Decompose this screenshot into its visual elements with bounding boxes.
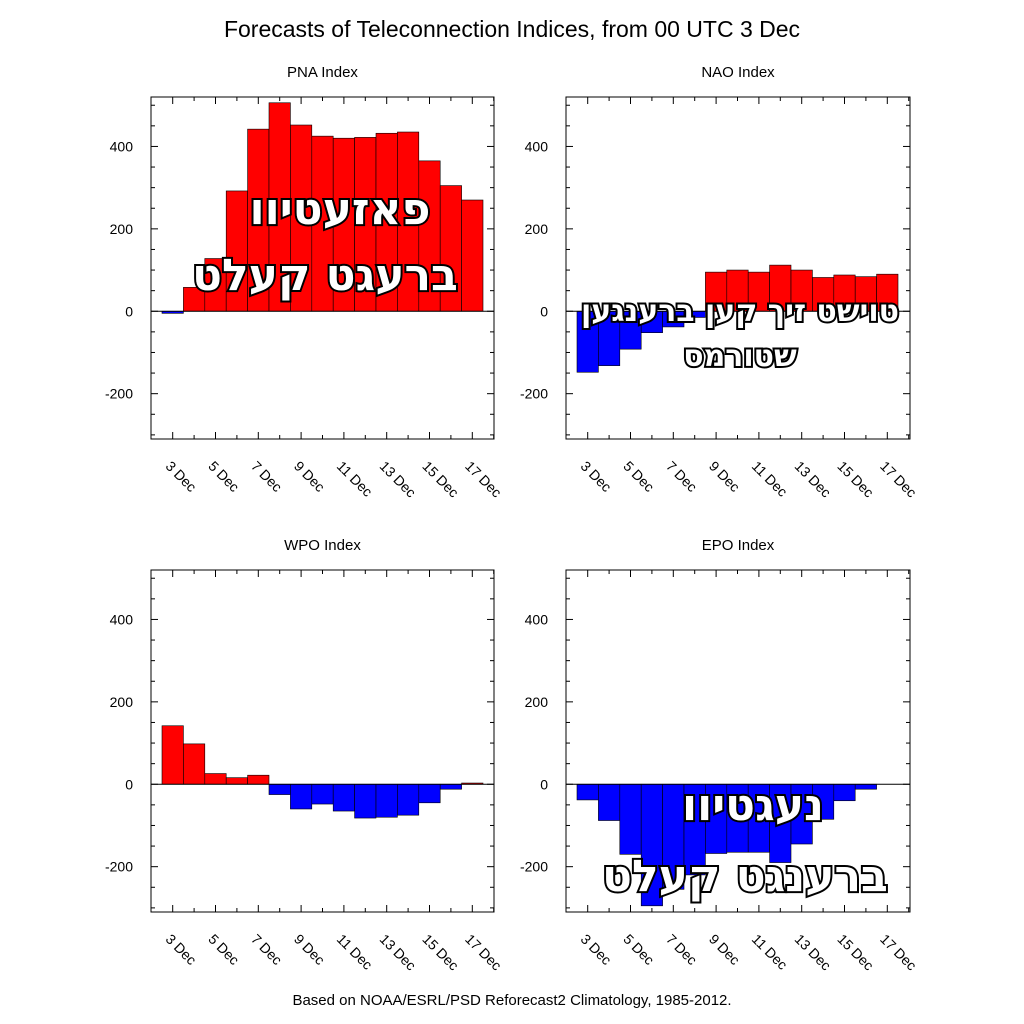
x-tick-label: 3 Dec bbox=[578, 931, 615, 968]
y-tick-label: 200 bbox=[110, 221, 134, 237]
y-tick-label: -200 bbox=[105, 386, 133, 402]
y-tick-label: 0 bbox=[540, 776, 548, 792]
bar bbox=[418, 783, 441, 804]
panel-title: NAO Index bbox=[701, 64, 775, 81]
x-tick-label: 9 Dec bbox=[706, 458, 743, 495]
bar bbox=[311, 783, 334, 805]
bar bbox=[332, 783, 355, 812]
x-tick-label: 7 Dec bbox=[248, 458, 285, 495]
plot-frame bbox=[565, 96, 911, 440]
bar bbox=[461, 199, 484, 312]
x-tick-label: 15 Dec bbox=[419, 931, 462, 974]
bar bbox=[247, 774, 270, 785]
x-tick-label: 3 Dec bbox=[163, 458, 200, 495]
x-tick-label: 13 Dec bbox=[377, 458, 420, 501]
y-tick-label: 0 bbox=[125, 776, 133, 792]
x-tick-label: 7 Dec bbox=[663, 458, 700, 495]
bar bbox=[225, 777, 248, 785]
panel-title: EPO Index bbox=[702, 537, 775, 554]
x-tick-label: 5 Dec bbox=[620, 458, 657, 495]
y-axis: -200 0 200 400 bbox=[105, 577, 494, 909]
x-tick-label: 5 Dec bbox=[205, 458, 242, 495]
y-tick-label: -200 bbox=[105, 859, 133, 875]
x-tick-label: 7 Dec bbox=[663, 931, 700, 968]
y-axis: -200 0 200 400 bbox=[520, 104, 910, 436]
y-tick-label: 200 bbox=[525, 221, 549, 237]
bar bbox=[598, 783, 621, 821]
overlay-caption: ברעגט קעלט bbox=[192, 250, 458, 301]
y-tick-label: -200 bbox=[520, 386, 548, 402]
x-tick-label: 9 Dec bbox=[291, 458, 328, 495]
y-tick-label: 400 bbox=[110, 611, 134, 627]
x-tick-label: 17 Dec bbox=[877, 931, 920, 974]
x-tick-label: 11 Dec bbox=[334, 931, 376, 973]
overlay-caption: פאזעטיוו bbox=[250, 184, 431, 235]
y-tick-label: 400 bbox=[525, 138, 549, 154]
chart-panel-3: WPO Index -200 0 200 400 3 Dec 5 Dec 7 Dec 9 Dec… bbox=[105, 537, 505, 973]
bar bbox=[576, 783, 599, 801]
bar-series bbox=[576, 264, 899, 373]
x-tick-label: 3 Dec bbox=[578, 458, 615, 495]
y-axis: -200 0 200 400 bbox=[105, 104, 494, 436]
overlay-caption: שטורמס bbox=[683, 339, 797, 374]
plot-frame bbox=[150, 569, 495, 913]
x-tick-label: 11 Dec bbox=[334, 458, 376, 500]
x-tick-label: 5 Dec bbox=[620, 931, 657, 968]
bar-series bbox=[161, 102, 484, 314]
x-tick-label: 15 Dec bbox=[834, 458, 877, 501]
y-tick-label: 0 bbox=[540, 303, 548, 319]
bar-series bbox=[576, 783, 877, 907]
y-tick-label: 200 bbox=[525, 694, 549, 710]
y-axis: -200 0 200 400 bbox=[520, 577, 910, 909]
footer-note: Based on NOAA/ESRL/PSD Reforecast2 Clima… bbox=[292, 992, 732, 1009]
y-tick-label: 200 bbox=[110, 694, 134, 710]
bar-series bbox=[161, 725, 484, 819]
bar bbox=[161, 725, 184, 785]
chart-panel-4: EPO Index -200 0 200 400 3 Dec 5 Dec 7 Dec 9 Dec… bbox=[520, 537, 920, 973]
bar bbox=[619, 783, 642, 855]
y-tick-label: 400 bbox=[110, 138, 134, 154]
x-tick-label: 11 Dec bbox=[749, 931, 791, 973]
bar bbox=[439, 783, 462, 790]
overlay-caption: טוישט זיך קען ברענגען bbox=[581, 294, 899, 329]
bar bbox=[354, 783, 377, 819]
bar bbox=[833, 783, 856, 802]
bar bbox=[183, 743, 206, 785]
chart-panel-2: NAO Index -200 0 200 400 3 Dec 5 Dec 7 Dec 9 Dec… bbox=[520, 64, 920, 500]
x-tick-label: 13 Dec bbox=[792, 458, 835, 501]
x-tick-label: 13 Dec bbox=[792, 931, 835, 974]
x-tick-label: 5 Dec bbox=[205, 931, 242, 968]
panel-title: PNA Index bbox=[287, 64, 358, 81]
bar bbox=[290, 783, 313, 810]
bar bbox=[375, 783, 398, 818]
x-tick-label: 11 Dec bbox=[749, 458, 791, 500]
x-tick-label: 9 Dec bbox=[291, 931, 328, 968]
x-tick-label: 17 Dec bbox=[462, 931, 505, 974]
panel-title: WPO Index bbox=[284, 537, 361, 554]
x-tick-label: 9 Dec bbox=[706, 931, 743, 968]
x-tick-label: 13 Dec bbox=[377, 931, 420, 974]
y-tick-label: 400 bbox=[525, 611, 549, 627]
x-tick-label: 7 Dec bbox=[248, 931, 285, 968]
x-tick-label: 15 Dec bbox=[834, 931, 877, 974]
y-tick-label: 0 bbox=[125, 303, 133, 319]
x-axis: 3 Dec 5 Dec 7 Dec 9 Dec 11 Dec 13 Dec 15 Dec 17… bbox=[578, 570, 920, 973]
chart-panel-1: PNA Index -200 0 200 400 3 Dec 5 Dec 7 Dec 9 Dec… bbox=[105, 64, 505, 500]
x-tick-label: 17 Dec bbox=[462, 458, 505, 501]
x-tick-label: 15 Dec bbox=[419, 458, 462, 501]
bar bbox=[854, 783, 877, 790]
x-tick-label: 17 Dec bbox=[877, 458, 920, 501]
x-tick-label: 3 Dec bbox=[163, 931, 200, 968]
bar bbox=[397, 783, 420, 816]
bar bbox=[268, 783, 291, 795]
page-title: Forecasts of Teleconnection Indices, fro… bbox=[223, 16, 801, 42]
bar bbox=[204, 773, 227, 785]
y-tick-label: -200 bbox=[520, 859, 548, 875]
overlay-caption: נעגטיוו bbox=[682, 780, 824, 831]
x-axis: 3 Dec 5 Dec 7 Dec 9 Dec 11 Dec 13 Dec 15 Dec 17… bbox=[163, 570, 505, 973]
overlay-caption: ברענגט קעלט bbox=[602, 851, 888, 902]
